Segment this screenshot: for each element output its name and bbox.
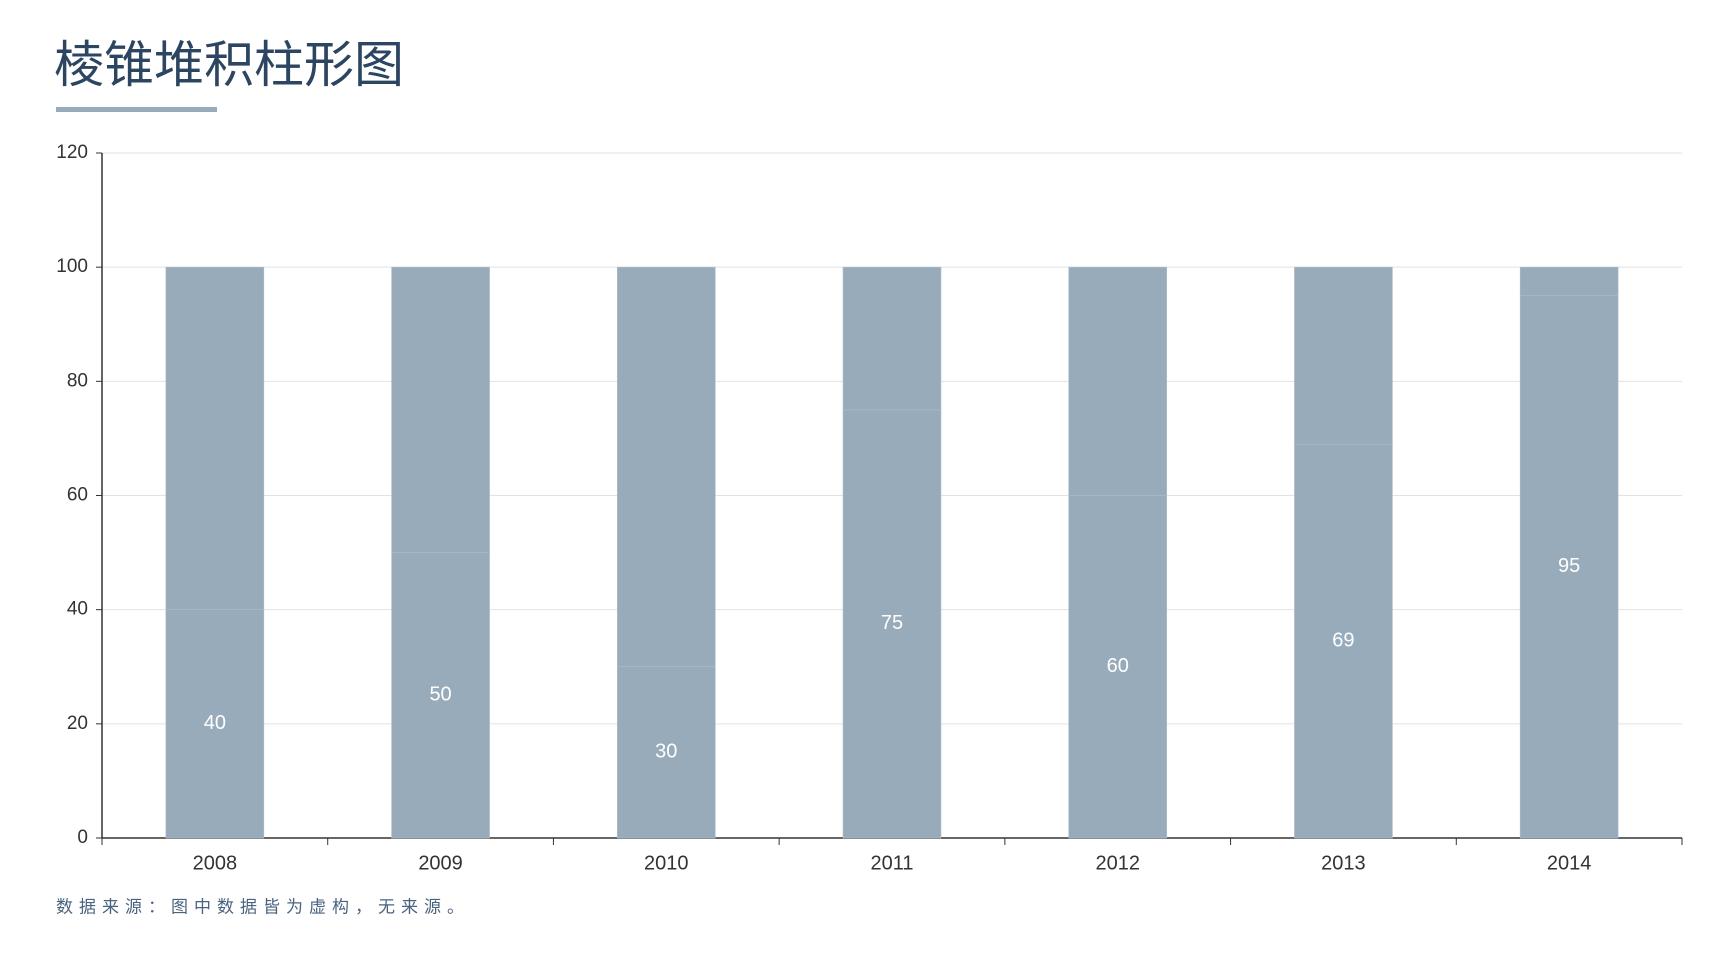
y-tick-label: 100 xyxy=(56,256,88,277)
bar-segment xyxy=(842,409,942,839)
bar-segment xyxy=(391,266,490,553)
x-tick-label: 2011 xyxy=(870,852,913,874)
x-tick-label: 2009 xyxy=(418,852,463,874)
title-underline xyxy=(56,107,217,112)
bar-segment xyxy=(391,552,490,839)
y-tick-label: 80 xyxy=(67,370,88,391)
data-label: 95 xyxy=(1558,555,1580,577)
y-tick-label: 40 xyxy=(67,599,88,620)
bar-segment xyxy=(165,266,265,610)
bar-segment xyxy=(165,609,265,839)
x-tick-label: 2008 xyxy=(193,852,238,874)
data-label: 75 xyxy=(881,612,903,634)
bar-segment xyxy=(617,266,716,668)
footnote: 数据来源：图中数据皆为虚构，无来源。 xyxy=(56,897,470,916)
bar-segment xyxy=(1068,495,1167,839)
x-tick-label: 2010 xyxy=(644,852,689,874)
x-tick-label: 2012 xyxy=(1095,852,1140,874)
data-label: 69 xyxy=(1332,629,1354,651)
bar-segment xyxy=(1519,266,1619,297)
bar-segment xyxy=(617,666,716,839)
y-tick-label: 120 xyxy=(56,142,88,163)
bar-segment xyxy=(1294,266,1393,445)
bar-segment xyxy=(842,266,942,411)
data-label: 50 xyxy=(429,684,451,706)
y-tick-label: 0 xyxy=(77,827,88,848)
bar-segment xyxy=(1519,295,1619,839)
x-tick-label: 2014 xyxy=(1547,852,1592,874)
data-label: 60 xyxy=(1107,655,1129,677)
y-tick-label: 60 xyxy=(67,485,88,506)
data-label: 40 xyxy=(204,712,226,734)
bar-segment xyxy=(1294,443,1393,839)
bar-segment xyxy=(1068,266,1167,496)
data-label: 30 xyxy=(655,741,677,763)
y-tick-label: 20 xyxy=(67,713,88,734)
x-tick-label: 2013 xyxy=(1321,852,1366,874)
chart-title: 棱锥堆积柱形图 xyxy=(54,37,404,93)
